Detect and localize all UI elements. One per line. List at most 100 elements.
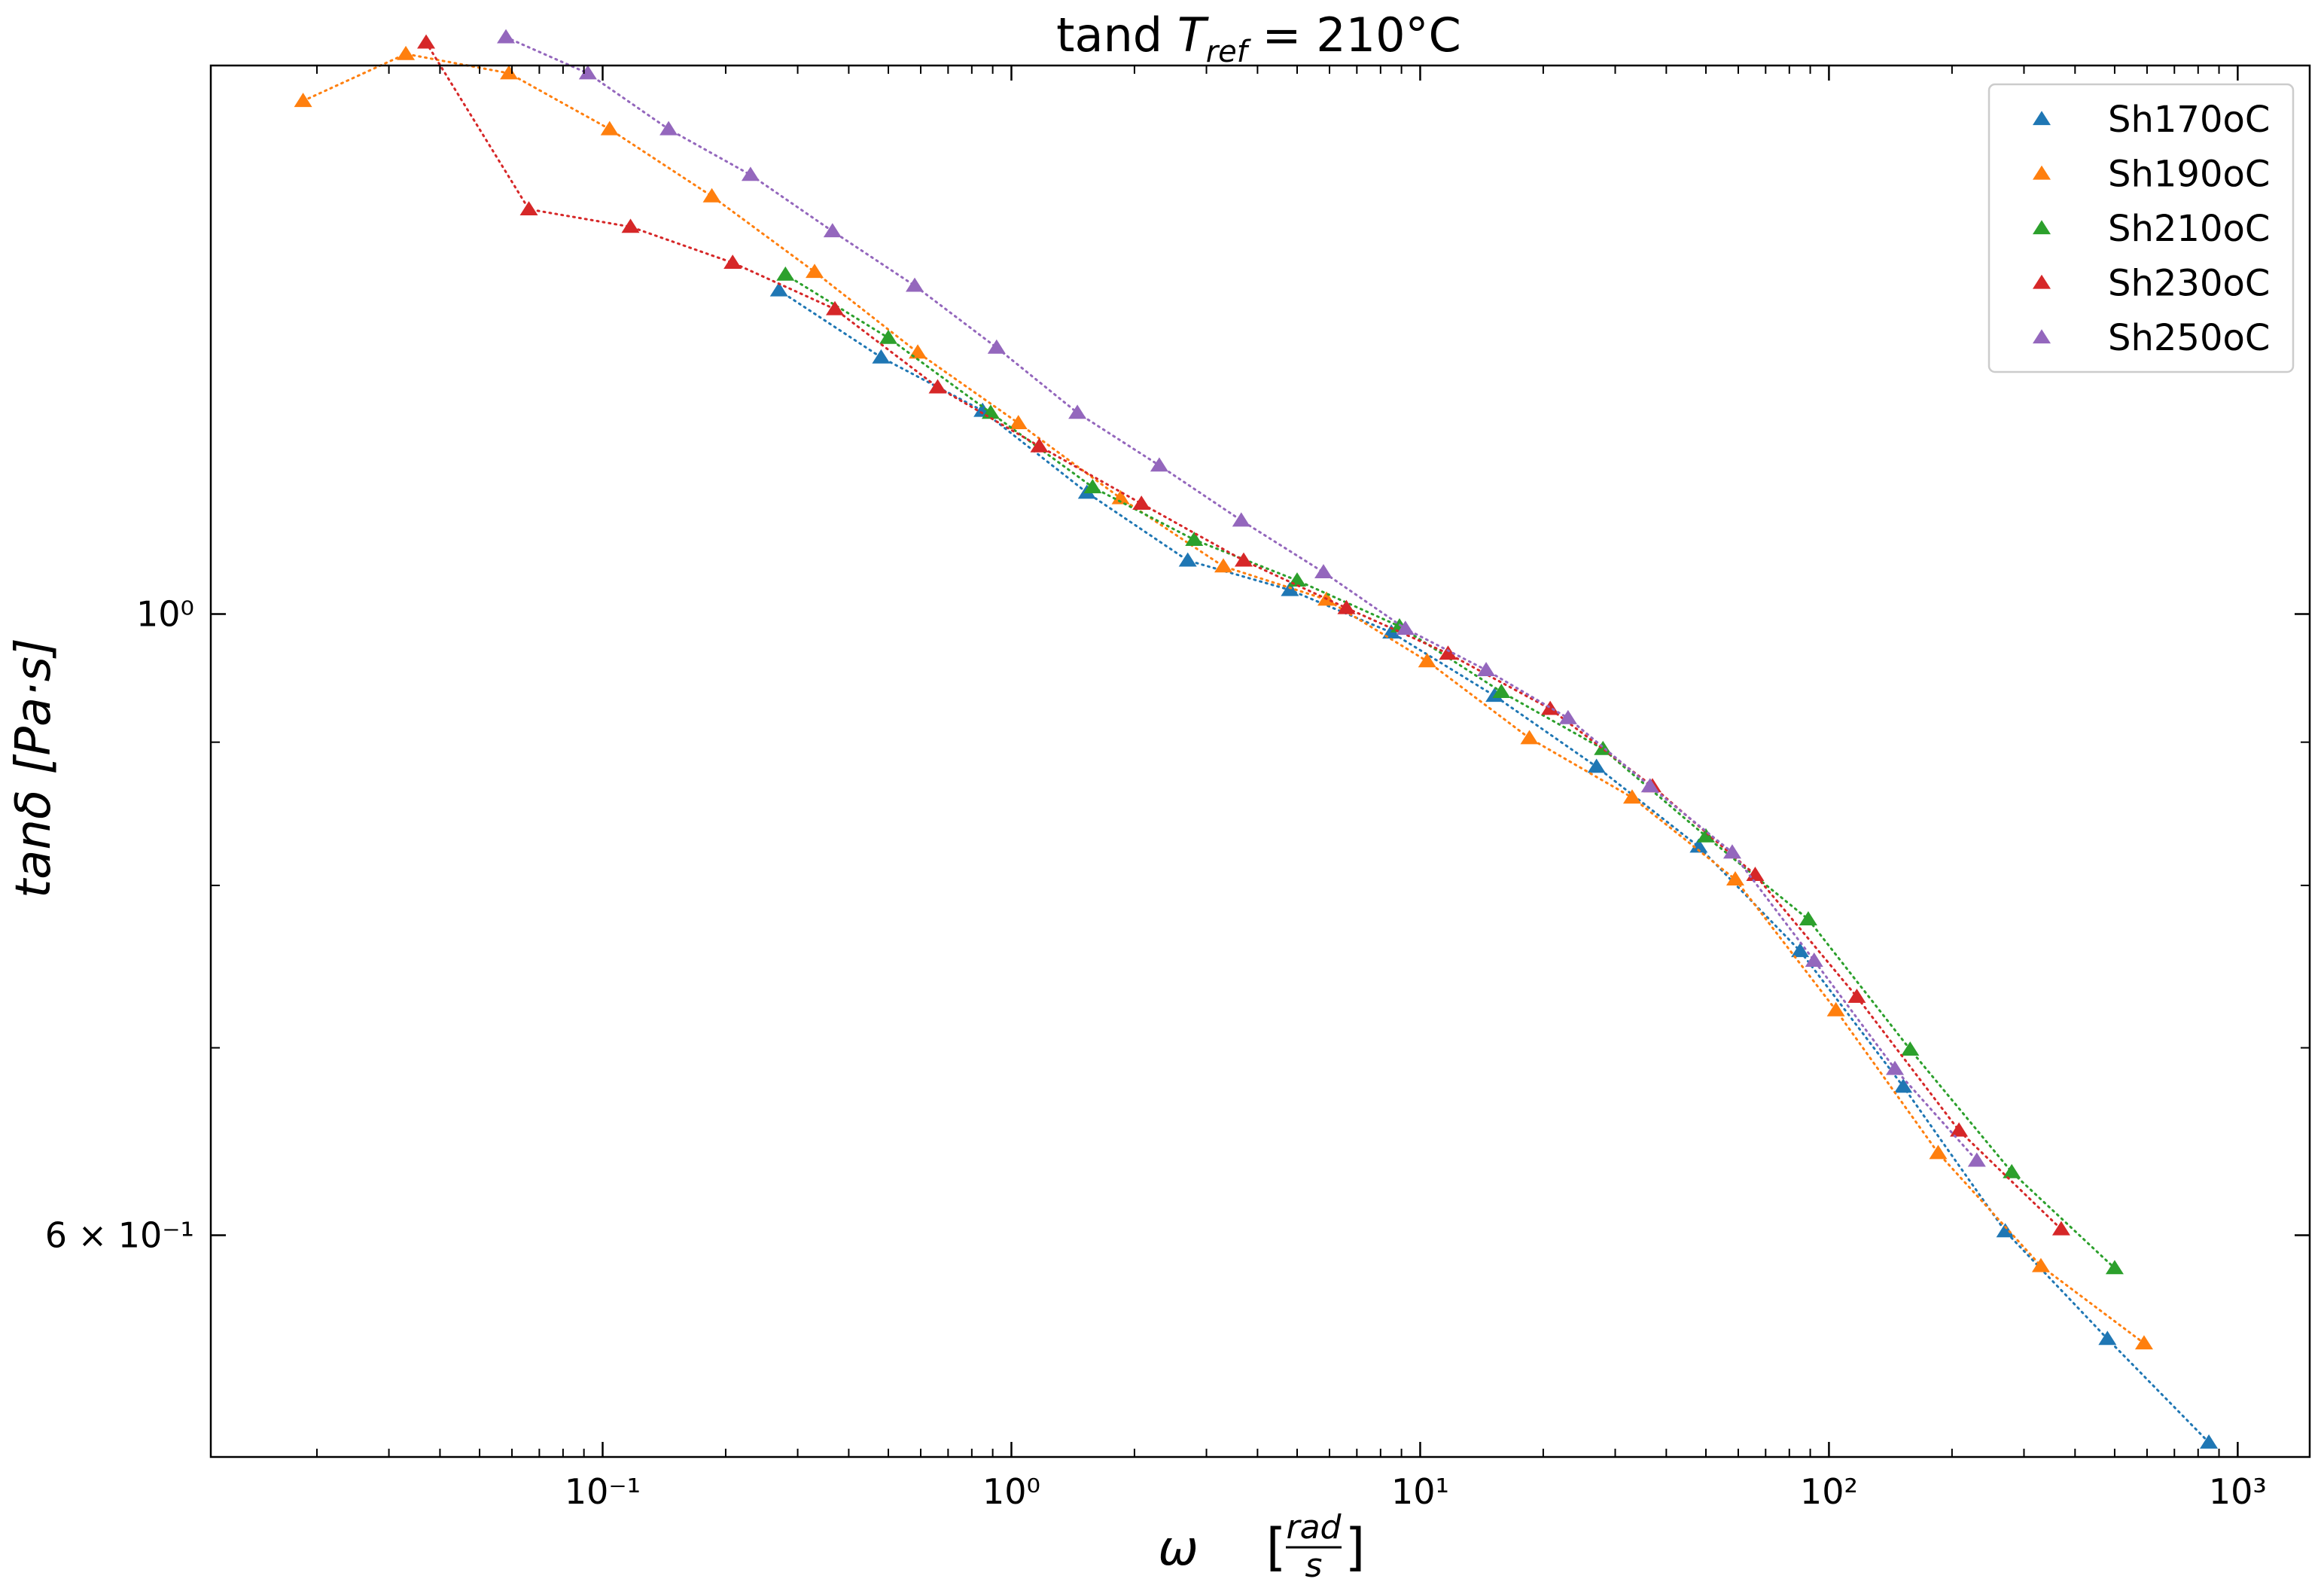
data-point (1799, 911, 1817, 926)
legend-box (1987, 83, 2295, 373)
data-point (1967, 1152, 1986, 1167)
data-point (1594, 740, 1613, 755)
x-axis-unit-denominator: s (1305, 1547, 1323, 1585)
data-point (1689, 838, 1708, 853)
y-axis-label: tanδ [Pa·s] (6, 638, 62, 898)
data-point (1439, 645, 1457, 660)
series-Sh190oC (294, 45, 2153, 1350)
data-point (906, 277, 924, 292)
data-point (578, 65, 597, 80)
chart-title-sub: ref (1206, 35, 1252, 69)
x-tick-label: 10³ (2209, 1471, 2267, 1512)
data-point (659, 120, 678, 136)
legend-label: Sh170oC (2108, 99, 2270, 141)
data-point (1950, 1122, 1969, 1137)
data-point (1901, 1041, 1920, 1056)
series-layer (294, 29, 2219, 1449)
data-point (1492, 684, 1511, 698)
data-point (1826, 1001, 1845, 1016)
data-point (1214, 558, 1233, 573)
legend-label: Sh190oC (2108, 154, 2270, 196)
data-point (1337, 599, 1356, 614)
series-Sh250oC (497, 29, 1986, 1167)
data-point (1396, 620, 1415, 635)
data-point (1234, 552, 1253, 567)
data-point (1791, 943, 1810, 958)
data-point (1150, 457, 1168, 472)
x-axis-label: ω [ rad s ] (1158, 1508, 1365, 1585)
data-point (702, 187, 721, 203)
data-point (1068, 404, 1087, 419)
x-tick-label: 10² (1800, 1471, 1858, 1512)
data-point (1477, 662, 1496, 676)
data-point (1587, 758, 1606, 773)
legend-item: Sh250oC (2033, 317, 2270, 359)
data-point (1178, 552, 1197, 567)
data-point (806, 264, 824, 279)
data-point (1696, 828, 1715, 843)
data-point (1541, 700, 1560, 715)
legend-marker (2033, 220, 2051, 235)
data-point (294, 93, 312, 108)
x-axis-unit-numerator: rad (1287, 1508, 1342, 1547)
chart-title-rest: = 210°C (1247, 8, 1461, 62)
data-point (621, 218, 640, 233)
data-point (1886, 1060, 1905, 1075)
legend-item: Sh210oC (2033, 208, 2270, 250)
data-point (769, 282, 788, 297)
data-point (928, 379, 947, 394)
data-point (500, 65, 519, 80)
data-point (1722, 844, 1741, 859)
legend-marker (2033, 329, 2051, 344)
chart-title: tand Tref = 210°C (1056, 8, 1461, 69)
data-point (2003, 1163, 2021, 1178)
x-axis-unit-close: ] (1345, 1518, 1366, 1577)
y-tick-label: 10⁰ (136, 594, 194, 635)
data-point (1894, 1078, 1913, 1093)
data-point (1996, 1223, 2015, 1238)
data-point (1520, 730, 1539, 745)
data-point (600, 120, 619, 136)
data-point (1083, 479, 1102, 494)
legend-label: Sh210oC (2108, 208, 2270, 250)
x-tick-label: 10¹ (1391, 1471, 1449, 1512)
ticks-layer: 10⁻¹ 10⁰ 10¹ 10² 10³ 10⁰ 6 × 10⁻¹ (45, 66, 2310, 1512)
data-point (397, 45, 416, 60)
data-point (1558, 709, 1577, 724)
data-point (987, 339, 1006, 354)
data-point (879, 329, 898, 344)
legend-marker (2033, 111, 2051, 126)
legend-item: Sh230oC (2033, 263, 2270, 305)
data-point (417, 34, 436, 49)
y-tick-label: 6 × 10⁻¹ (45, 1215, 194, 1256)
data-point (1009, 415, 1028, 430)
data-point (1232, 512, 1250, 527)
data-point (2098, 1330, 2117, 1346)
data-point (497, 29, 516, 44)
x-axis-unit-open: [ (1266, 1518, 1287, 1577)
series-Sh230oC (417, 34, 2070, 1236)
legend-marker (2033, 274, 2051, 289)
data-point (823, 223, 842, 238)
chart-title-var: T (1177, 8, 1209, 62)
legend-marker (2033, 165, 2051, 180)
data-point (1805, 952, 1823, 967)
legend-item: Sh170oC (2033, 99, 2270, 141)
data-point (776, 266, 795, 281)
data-point (1030, 437, 1049, 453)
data-point (1418, 653, 1436, 668)
data-point (1314, 564, 1333, 579)
legend-item: Sh190oC (2033, 154, 2270, 196)
data-point (1929, 1144, 1948, 1160)
chart-title-main: tand (1056, 8, 1177, 62)
data-point (2051, 1221, 2070, 1236)
data-point (1111, 489, 1130, 504)
data-point (1725, 871, 1744, 885)
legend-label: Sh230oC (2108, 263, 2270, 305)
legend: Sh170oC Sh190oC Sh210oC Sh230oC Sh250oC (1987, 83, 2295, 373)
data-point (826, 300, 845, 315)
data-point (519, 201, 538, 215)
data-point (1640, 778, 1659, 793)
data-point (2031, 1257, 2050, 1272)
